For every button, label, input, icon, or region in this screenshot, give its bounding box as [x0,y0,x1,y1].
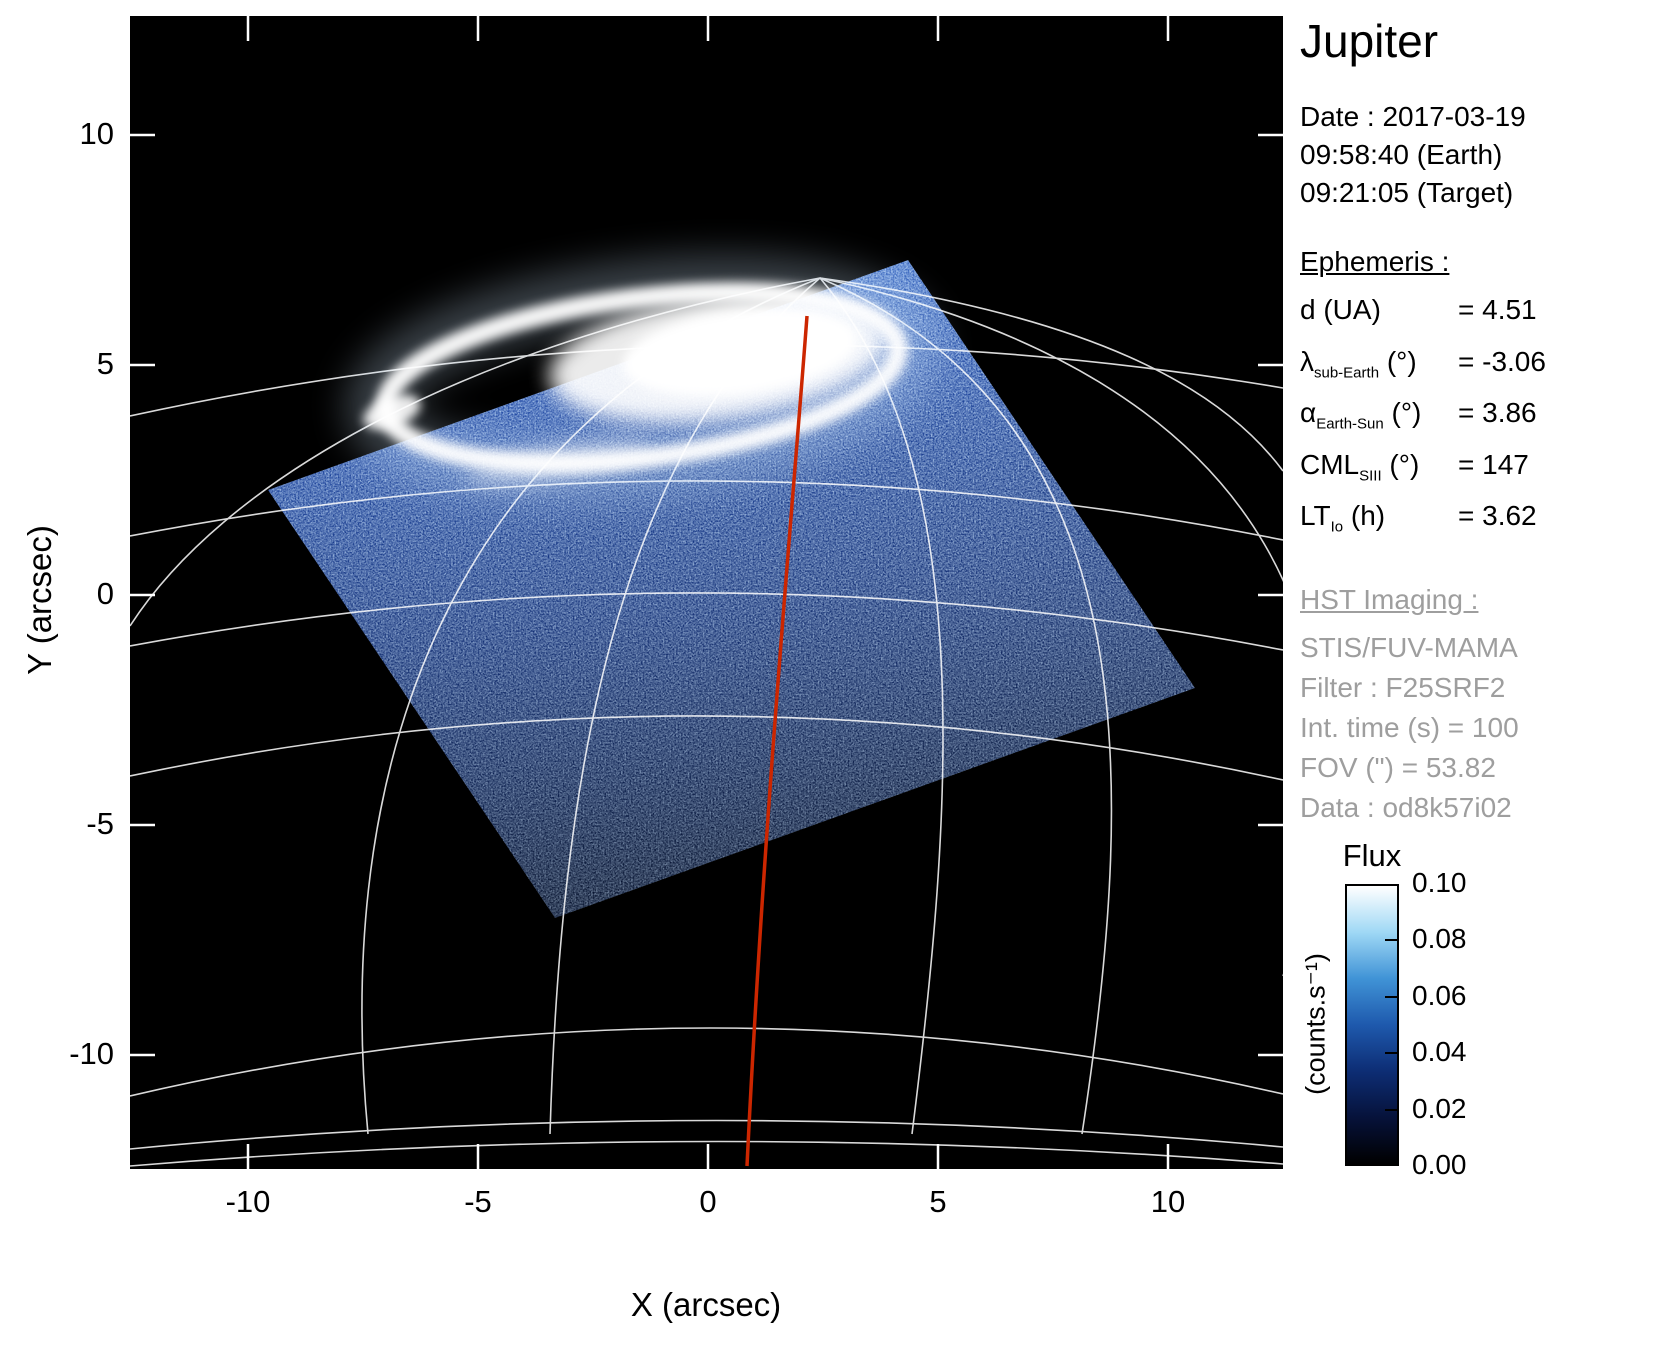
ephemeris-symbol: CML [1300,448,1360,480]
ephemeris-unit: (h) [1343,500,1386,532]
y-tick-label: -5 [86,806,114,841]
observation-block: Date : 2017-03-19 09:58:40 (Earth) 09:21… [1300,98,1672,212]
ephemeris-row: λsub-Earth (°) = -3.06 [1300,342,1672,394]
ephemeris-value: = 3.62 [1458,500,1537,532]
x-tick-label: 0 [699,1184,717,1219]
ephemeris-symbol: d [1300,294,1316,325]
sky-image [130,16,1283,1169]
ephemeris-heading: Ephemeris : [1300,246,1450,277]
hst-filter: Filter : F25SRF2 [1300,671,1506,703]
colorbar-tick-label: 0.06 [1412,980,1467,1011]
ephemeris-subscript: sub-Earth [1314,364,1380,382]
axis-ticks [130,16,1283,1169]
x-tick-label: -10 [225,1184,271,1219]
planet-graticule [130,277,1283,1167]
colorbar-gradient [1345,884,1399,1166]
ephemeris-block: Ephemeris : d (UA) = 4.51 λsub-Earth (°) =… [1300,246,1672,548]
hst-instrument: STIS/FUV-MAMA [1300,631,1518,663]
ephemeris-symbol: λ [1300,345,1314,377]
colorbar-tick-label: 0.00 [1412,1149,1467,1180]
colorbar-title: Flux [1342,838,1402,873]
ephemeris-unit: (°) [1381,448,1420,480]
ephemeris-subscript: Io [1330,518,1344,536]
colorbar-tickmark [1385,939,1397,941]
aurora-oval [345,254,939,502]
colorbar-unit-label: (counts.s⁻¹) [1300,953,1331,1095]
ephemeris-row: CMLSIII (°) = 147 [1300,445,1672,497]
ephemeris-unit: (UA) [1315,294,1381,325]
y-axis-label: Y (arcsec) [21,525,58,675]
y-tick-label: 5 [96,346,114,381]
x-axis-label: X (arcsec) [630,1286,782,1323]
colorbar-tickmark [1385,996,1397,998]
colorbar-tickmark [1385,1052,1397,1054]
colorbar-tick-label: 0.02 [1412,1093,1467,1124]
x-tick-label: 5 [929,1184,947,1219]
hst-data-id: Data : od8k57i02 [1300,791,1512,823]
colorbar-tick-label: 0.04 [1412,1036,1467,1067]
info-panel: Jupiter Date : 2017-03-19 09:58:40 (Eart… [1300,14,1672,828]
ephemeris-symbol: α [1300,397,1317,429]
x-tick-label: 10 [1150,1184,1186,1219]
colorbar-tick-label: 0.08 [1412,923,1467,954]
hst-int-time: Int. time (s) = 100 [1300,711,1519,743]
y-tick-label: 10 [79,116,114,151]
hst-imaging-block: HST Imaging : STIS/FUV-MAMA Filter : F25… [1300,580,1672,828]
ephemeris-value: = -3.06 [1458,345,1546,377]
ephemeris-symbol: LT [1300,500,1331,532]
observation-target-time: 09:21:05 (Target) [1300,177,1514,208]
ephemeris-row: αEarth-Sun (°) = 3.86 [1300,393,1672,445]
ephemeris-value: = 4.51 [1458,294,1537,325]
target-title: Jupiter [1300,15,1439,67]
ephemeris-row: d (UA) = 4.51 [1300,290,1672,342]
observation-earth-time: 09:58:40 (Earth) [1300,139,1503,170]
ephemeris-row: LTIo (h) = 3.62 [1300,496,1672,548]
colorbar-tick-label: 0.10 [1412,867,1467,898]
sky-map-plot [130,16,1283,1169]
ephemeris-subscript: SIII [1359,467,1382,485]
observation-date: Date : 2017-03-19 [1300,101,1526,132]
x-tick-label: -5 [464,1184,492,1219]
ephemeris-value: = 147 [1458,448,1529,480]
hst-heading: HST Imaging : [1300,583,1479,615]
ephemeris-value: = 3.86 [1458,397,1537,429]
hst-fov: FOV (") = 53.82 [1300,751,1496,783]
colorbar-tickmark [1385,1109,1397,1111]
meridian-line [745,315,809,1167]
ephemeris-unit: (°) [1379,345,1417,377]
y-tick-label: -10 [69,1036,114,1071]
ephemeris-subscript: Earth-Sun [1316,415,1384,433]
y-tick-label: 0 [96,576,114,611]
ephemeris-unit: (°) [1383,397,1422,429]
